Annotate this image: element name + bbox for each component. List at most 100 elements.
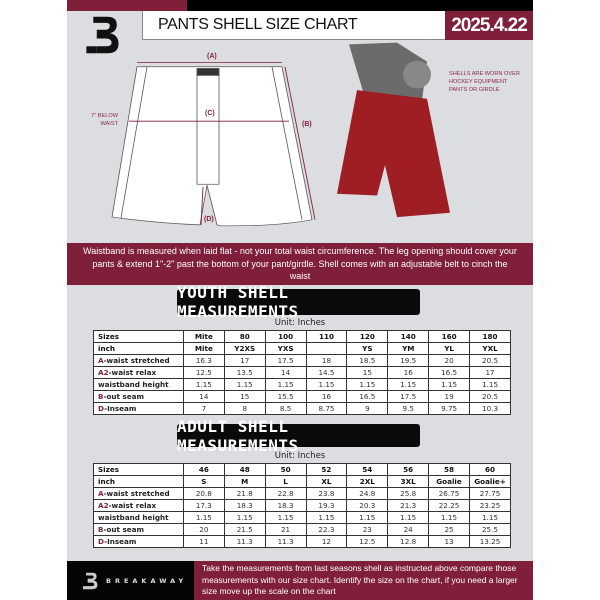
table-cell: 9.5 — [387, 402, 430, 415]
table-cell: 50 — [264, 463, 307, 476]
row-label: A2-waist relax — [93, 499, 184, 512]
table-cell: 60 — [468, 463, 512, 476]
table-cell: 25.5 — [468, 523, 512, 536]
table-cell: Mite — [182, 330, 225, 343]
table-cell: 24 — [387, 523, 430, 536]
table-cell: 20.8 — [182, 487, 225, 500]
brand-name: BREAKAWAY — [106, 576, 188, 585]
table-row: Sizes 46 48 50 52 54 56 58 60 — [93, 463, 512, 476]
youth-size-table: Sizes Mite 80 100 110 120 140 160 180 inch Mite Y2X… — [93, 330, 511, 415]
table-cell: 13.25 — [468, 535, 512, 548]
pants-diagram — [111, 42, 450, 227]
table-cell: 21 — [264, 523, 307, 536]
row-label: inch — [93, 342, 184, 355]
below-waist-note: 7" BELOW WAIST — [91, 113, 118, 127]
table-row: B-out seam 14 15 15.5 16 16.5 17.5 19 20.5 — [93, 390, 511, 403]
row-label: waistband height — [93, 511, 184, 524]
row-label: B-out seam — [93, 523, 184, 536]
table-cell: XL — [305, 475, 348, 488]
table-row: waistband height 1.15 1.15 1.15 1.15 1.15 1.15… — [93, 378, 511, 391]
photo-note: SHELLS ARE WORN OVER HOCKEY EQUIPMENT PA… — [449, 71, 520, 93]
youth-section-title: YOUTH SHELL MEASUREMENTS — [177, 283, 420, 321]
table-cell: 22.8 — [264, 487, 307, 500]
row-label: D-Inseam — [93, 402, 184, 415]
table-cell: 1.15 — [346, 511, 389, 524]
measure-key: A — [98, 355, 104, 365]
table-cell: 1.15 — [305, 511, 348, 524]
table-cell: 18.3 — [264, 499, 307, 512]
table-cell: 21.3 — [387, 499, 430, 512]
table-cell: 20.5 — [469, 390, 511, 403]
table-cell: 8.75 — [305, 402, 348, 415]
row-label: waistband height — [93, 378, 184, 391]
table-cell: 19.3 — [305, 499, 348, 512]
table-cell: L — [264, 475, 307, 488]
table-cell: 1.15 — [428, 511, 470, 524]
table-cell: 2XL — [346, 475, 389, 488]
label-b: (B) — [302, 121, 312, 128]
table-cell: 16.3 — [182, 354, 225, 367]
measuring-info: Waistband is measured when laid flat - n… — [67, 243, 533, 285]
table-cell: 23.25 — [468, 499, 512, 512]
table-cell: 23 — [346, 523, 389, 536]
measure-label: -Inseam — [104, 403, 137, 413]
youth-unit: Unit: Inches — [274, 318, 326, 328]
table-cell: 19.5 — [387, 354, 430, 367]
table-row: B-out seam 20 21.5 21 22.3 23 24 25 25.5 — [93, 523, 512, 536]
table-cell: 15 — [346, 366, 389, 379]
table-row: A-waist stretched 20.8 21.8 22.8 23.8 24.8 25.… — [93, 487, 512, 500]
table-cell: 12.5 — [182, 366, 225, 379]
table-row: waistband height 1.15 1.15 1.15 1.15 1.15 1.15… — [93, 511, 512, 524]
table-cell: 1.15 — [223, 378, 266, 391]
table-cell: 7 — [182, 402, 225, 415]
table-cell: 25.8 — [387, 487, 430, 500]
table-cell: S — [182, 475, 225, 488]
measure-key: D — [98, 536, 105, 546]
table-cell: 17 — [223, 354, 266, 367]
table-cell: 20 — [428, 354, 471, 367]
table-cell: YXL — [469, 342, 511, 355]
table-cell: 17 — [469, 366, 511, 379]
table-cell: 8.5 — [264, 402, 307, 415]
table-cell: 21.8 — [223, 487, 266, 500]
measure-label: -waist stretched — [103, 355, 170, 365]
table-cell: Y2XS — [223, 342, 266, 355]
table-cell: 12.5 — [346, 535, 389, 548]
measure-label: inch — [98, 343, 115, 353]
table-cell: 11.3 — [264, 535, 307, 548]
table-cell: 140 — [387, 330, 430, 343]
table-cell: 17.5 — [387, 390, 430, 403]
table-cell: 11.3 — [223, 535, 266, 548]
table-cell: 23.8 — [305, 487, 348, 500]
table-cell: 12.8 — [387, 535, 430, 548]
red-shell-pants-photo — [337, 42, 450, 218]
adult-size-table: Sizes 46 48 50 52 54 56 58 60 inch S M L XL 2XL 3XL Goal… — [93, 463, 512, 548]
adult-section-title: ADULT SHELL MEASUREMENTS — [177, 417, 420, 455]
table-cell: 1.15 — [223, 511, 266, 524]
table-row: A2-waist relax 12.5 13.5 14 14.5 15 16 16.5 17 — [93, 366, 511, 379]
measure-label: -waist relax — [108, 367, 157, 377]
pants-outline — [111, 66, 313, 227]
table-cell: 48 — [223, 463, 266, 476]
measure-label: Sizes — [98, 464, 119, 474]
measure-label: -waist relax — [108, 500, 157, 510]
table-cell: 20.3 — [346, 499, 389, 512]
top-bar-accent — [67, 0, 187, 11]
footer-brand: BREAKAWAY — [67, 561, 194, 600]
table-cell: 13.5 — [223, 366, 266, 379]
table-cell: 1.15 — [182, 511, 225, 524]
table-cell: Mite — [182, 342, 225, 355]
table-row: Sizes Mite 80 100 110 120 140 160 180 — [93, 330, 511, 343]
measure-label: -waist stretched — [103, 488, 170, 498]
row-label: B-out seam — [93, 390, 184, 403]
table-cell: 11 — [182, 535, 225, 548]
table-cell: 58 — [428, 463, 470, 476]
table-cell: YM — [387, 342, 430, 355]
table-cell: 17.5 — [264, 354, 307, 367]
table-row: D-Inseam 11 11.3 11.3 12 12.5 12.8 13 13.25 — [93, 535, 512, 548]
row-label: A-waist stretched — [93, 354, 184, 367]
table-cell: 14.5 — [305, 366, 348, 379]
table-cell: 24.8 — [346, 487, 389, 500]
table-cell: 15 — [223, 390, 266, 403]
measure-key: B — [98, 524, 104, 534]
